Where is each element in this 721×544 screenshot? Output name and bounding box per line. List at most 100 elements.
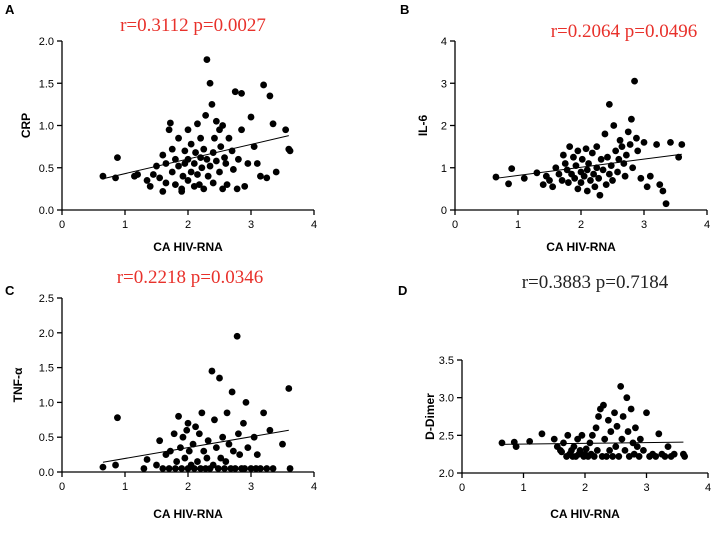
- data-point: [223, 181, 231, 189]
- data-point: [580, 172, 588, 180]
- data-point: [643, 183, 651, 191]
- data-point: [505, 180, 512, 188]
- data-point: [606, 447, 613, 454]
- data-point: [159, 151, 167, 159]
- data-point: [189, 440, 197, 448]
- data-point: [590, 170, 597, 178]
- data-point: [197, 134, 205, 142]
- data-point: [229, 447, 237, 455]
- data-point: [162, 160, 170, 167]
- data-point: [588, 149, 596, 157]
- data-point: [526, 437, 534, 445]
- data-point: [183, 426, 191, 434]
- data-point: [198, 409, 206, 417]
- data-point: [250, 433, 258, 441]
- x-tick-label: 3: [641, 219, 647, 231]
- data-point: [165, 126, 173, 134]
- data-point: [269, 465, 277, 472]
- data-point: [216, 168, 223, 176]
- data-point: [184, 419, 192, 427]
- data-point: [208, 367, 216, 375]
- data-point: [599, 166, 607, 174]
- data-point: [166, 119, 174, 127]
- data-point: [217, 143, 225, 151]
- data-point: [577, 179, 585, 186]
- data-point: [605, 100, 613, 108]
- data-point: [596, 191, 604, 199]
- data-point: [636, 435, 644, 443]
- x-tick-label: 4: [704, 219, 710, 231]
- x-tick-label: 2: [185, 219, 191, 231]
- data-point: [209, 461, 217, 469]
- data-point: [578, 431, 586, 439]
- data-point: [616, 136, 624, 144]
- data-point: [549, 183, 557, 191]
- data-point: [570, 153, 577, 161]
- data-point: [601, 435, 609, 443]
- data-point: [595, 413, 602, 420]
- data-point: [619, 413, 627, 420]
- data-point: [633, 443, 641, 451]
- y-tick-label: 3.5: [439, 355, 454, 367]
- data-point: [195, 181, 203, 189]
- x-tick-label: 3: [248, 481, 254, 493]
- data-point: [593, 447, 601, 454]
- data-point: [512, 443, 520, 451]
- data-point: [185, 447, 193, 455]
- data-point: [244, 444, 252, 452]
- data-point: [172, 181, 179, 189]
- y-tick-label: 2.5: [39, 293, 54, 305]
- data-point: [203, 56, 211, 63]
- data-point: [222, 458, 230, 465]
- data-point: [194, 171, 201, 178]
- data-point: [643, 409, 650, 417]
- data-point: [146, 182, 154, 190]
- data-point: [631, 77, 638, 85]
- data-point: [583, 187, 591, 195]
- data-point: [593, 164, 601, 172]
- data-point: [563, 166, 571, 174]
- data-point: [212, 157, 220, 165]
- data-point: [257, 465, 264, 472]
- data-point: [583, 166, 591, 174]
- data-point: [622, 151, 630, 159]
- data-point: [653, 141, 660, 148]
- x-tick-label: 0: [59, 481, 65, 493]
- data-point: [200, 185, 208, 193]
- data-point: [229, 166, 237, 173]
- data-point: [231, 465, 239, 472]
- data-point: [114, 154, 121, 162]
- data-point: [221, 154, 228, 162]
- data-point: [198, 164, 206, 172]
- data-point: [587, 177, 594, 184]
- data-point: [269, 120, 277, 128]
- data-point: [143, 177, 151, 184]
- panel-letter: A: [5, 2, 15, 17]
- data-point: [206, 79, 214, 87]
- data-point: [253, 451, 261, 458]
- data-point: [260, 81, 267, 89]
- data-point: [620, 160, 628, 167]
- data-point: [228, 147, 236, 155]
- data-point: [659, 187, 667, 195]
- data-point: [263, 465, 271, 472]
- data-point: [181, 454, 189, 462]
- data-point: [626, 141, 634, 148]
- data-point: [236, 451, 244, 458]
- stat-annotation: r=0.3883 p=0.7184: [522, 272, 669, 293]
- regression-line: [102, 135, 289, 180]
- data-point: [179, 172, 187, 180]
- data-point: [197, 154, 205, 162]
- data-point: [202, 111, 210, 119]
- data-point: [153, 461, 160, 469]
- data-point: [570, 443, 578, 451]
- data-point: [572, 162, 580, 170]
- data-point: [533, 169, 541, 177]
- data-point: [159, 188, 167, 195]
- data-point: [286, 147, 294, 155]
- data-point: [175, 412, 182, 420]
- data-point: [149, 171, 157, 178]
- data-point: [635, 453, 643, 460]
- data-point: [200, 447, 208, 455]
- data-point: [560, 439, 567, 447]
